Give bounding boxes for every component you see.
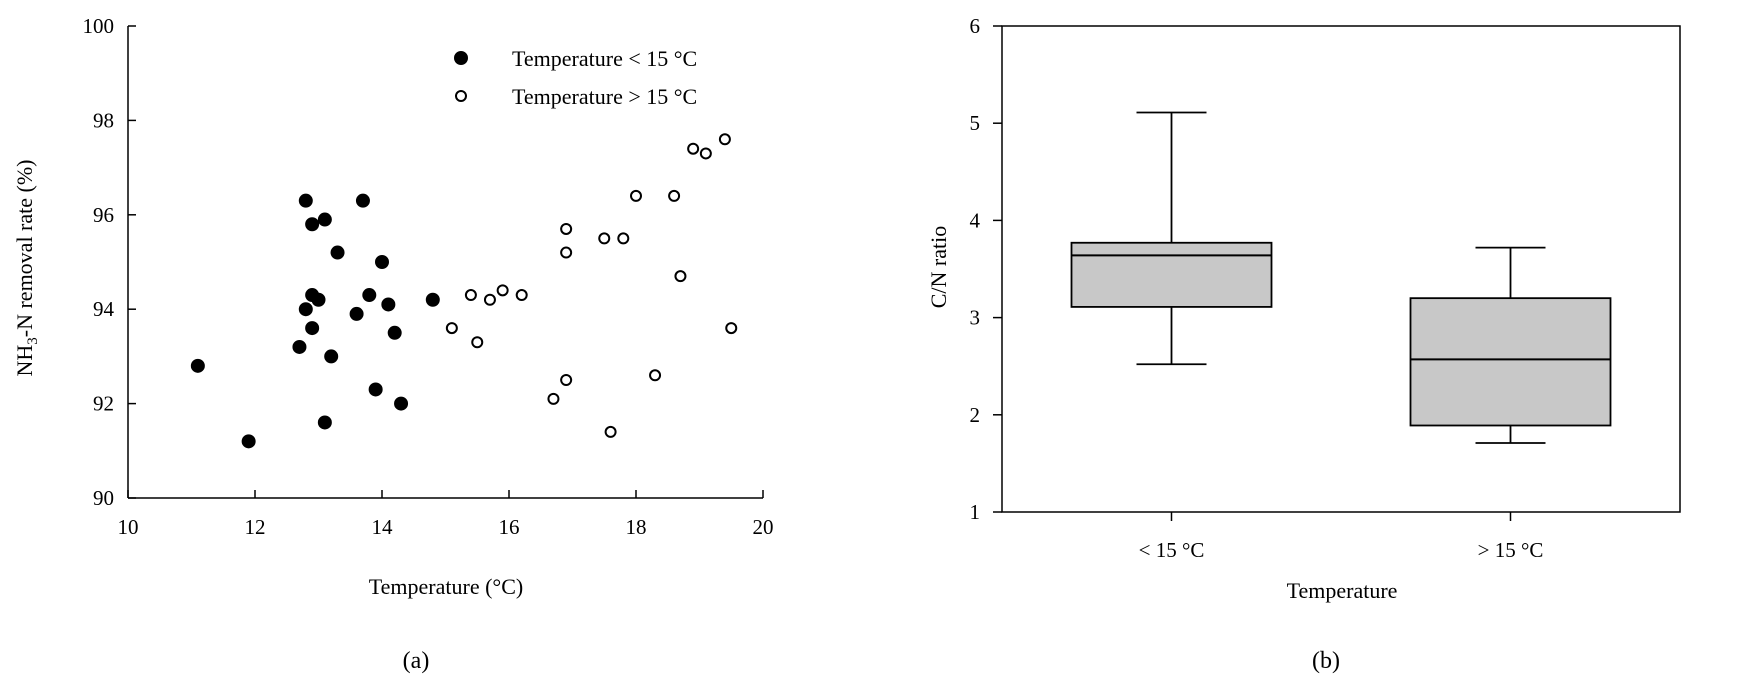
panel-a-label: (a): [403, 648, 430, 674]
legend-label: Temperature > 15 °C: [512, 84, 697, 109]
point-below-15: [292, 339, 307, 354]
x-tick-label: 10: [118, 515, 139, 539]
y-tick-label: 100: [83, 14, 115, 38]
y-tick-label: 96: [93, 203, 114, 227]
x-tick-label: 20: [753, 515, 774, 539]
point-below-15: [324, 349, 339, 364]
scatter-points: [190, 133, 738, 449]
x-tick-label: 14: [372, 515, 394, 539]
point-above-15: [630, 189, 642, 202]
y-tick-label: 94: [93, 297, 115, 321]
point-above-15: [483, 293, 496, 306]
point-above-15: [560, 374, 573, 386]
y-tick-label: 3: [970, 306, 981, 330]
point-below-15: [355, 193, 370, 208]
point-below-15: [317, 212, 332, 227]
y-tick-label: 5: [970, 111, 981, 135]
y-tick-label: 1: [970, 500, 981, 524]
point-below-15: [330, 245, 345, 260]
point-below-15: [298, 193, 313, 208]
point-below-15: [368, 382, 383, 397]
y-tick-label: 4: [970, 208, 981, 232]
box-plot-below-15: [1070, 111, 1273, 366]
box-iqr: [1409, 297, 1612, 427]
y-title-subscript: 3: [25, 337, 41, 345]
point-above-15: [668, 189, 681, 202]
point-below-15: [311, 292, 326, 307]
point-above-15: [649, 369, 662, 382]
point-below-15: [241, 434, 256, 449]
point-above-15: [560, 246, 573, 259]
point-above-15: [547, 392, 560, 405]
point-below-15: [425, 292, 440, 307]
x-tick-label: > 15 °C: [1478, 538, 1544, 562]
point-above-15: [687, 142, 700, 155]
point-above-15: [699, 147, 712, 160]
point-above-15: [598, 232, 611, 245]
y-tick-label: 2: [970, 403, 981, 427]
y-title-part: -N removal rate (%): [12, 159, 37, 337]
x-tick-label: < 15 °C: [1139, 538, 1205, 562]
box-plot-above-15: [1409, 246, 1612, 444]
y-tick-label: 98: [93, 108, 114, 132]
scatter-y-axis-title: NH3-N removal rate (%): [12, 159, 41, 376]
point-below-15: [317, 415, 332, 430]
point-above-15: [725, 322, 738, 335]
legend-marker: [454, 51, 468, 65]
point-below-15: [375, 255, 389, 269]
y-tick-label: 90: [93, 486, 114, 510]
point-above-15: [617, 232, 630, 245]
point-above-15: [464, 289, 477, 302]
y-tick-label: 92: [93, 392, 114, 416]
point-below-15: [387, 325, 402, 340]
y-title-part: NH: [12, 345, 37, 377]
x-tick-label: 12: [245, 515, 266, 539]
scatter-ticks: 10 12 14 16 18 20 90 92 94 96 98 100: [83, 14, 774, 539]
x-tick-label: 18: [626, 515, 647, 539]
point-above-15: [718, 133, 731, 146]
y-tick-label: 6: [970, 14, 981, 38]
point-below-15: [298, 302, 313, 317]
scatter-legend: Temperature < 15 °C Temperature > 15 °C: [454, 46, 697, 109]
point-above-15: [496, 284, 509, 297]
legend-label: Temperature < 15 °C: [512, 46, 697, 71]
point-below-15: [381, 297, 396, 312]
point-above-15: [604, 425, 617, 438]
point-above-15: [515, 289, 528, 302]
point-below-15: [190, 358, 205, 373]
x-tick-label: 16: [499, 515, 520, 539]
point-below-15: [394, 396, 409, 411]
plot-frame: [1001, 25, 1681, 513]
box-plots: [1070, 111, 1612, 444]
scatter-chart: 10 12 14 16 18 20 90 92 94 96 98 100 Temperature < …: [12, 14, 774, 674]
point-below-15: [305, 217, 320, 232]
legend-marker: [455, 90, 467, 102]
point-below-15: [362, 288, 377, 303]
box-y-axis-title: C/N ratio: [926, 226, 951, 309]
point-below-15: [349, 306, 364, 321]
box-chart: 1 2 3 4 5 6 < 15 °C > 15 °C Temperature C/N rat…: [926, 14, 1681, 674]
box-axes: [1001, 25, 1681, 513]
point-above-15: [445, 322, 458, 335]
point-above-15: [674, 270, 687, 283]
box-x-axis-title: Temperature: [1287, 578, 1398, 603]
point-below-15: [305, 321, 320, 336]
scatter-x-axis-title: Temperature (°C): [369, 574, 523, 599]
box-iqr: [1070, 241, 1273, 308]
point-above-15: [560, 222, 573, 235]
scatter-axes: [127, 26, 763, 499]
point-above-15: [471, 336, 484, 349]
box-ticks: 1 2 3 4 5 6 < 15 °C > 15 °C: [970, 14, 1544, 562]
panel-b-label: (b): [1312, 648, 1340, 674]
